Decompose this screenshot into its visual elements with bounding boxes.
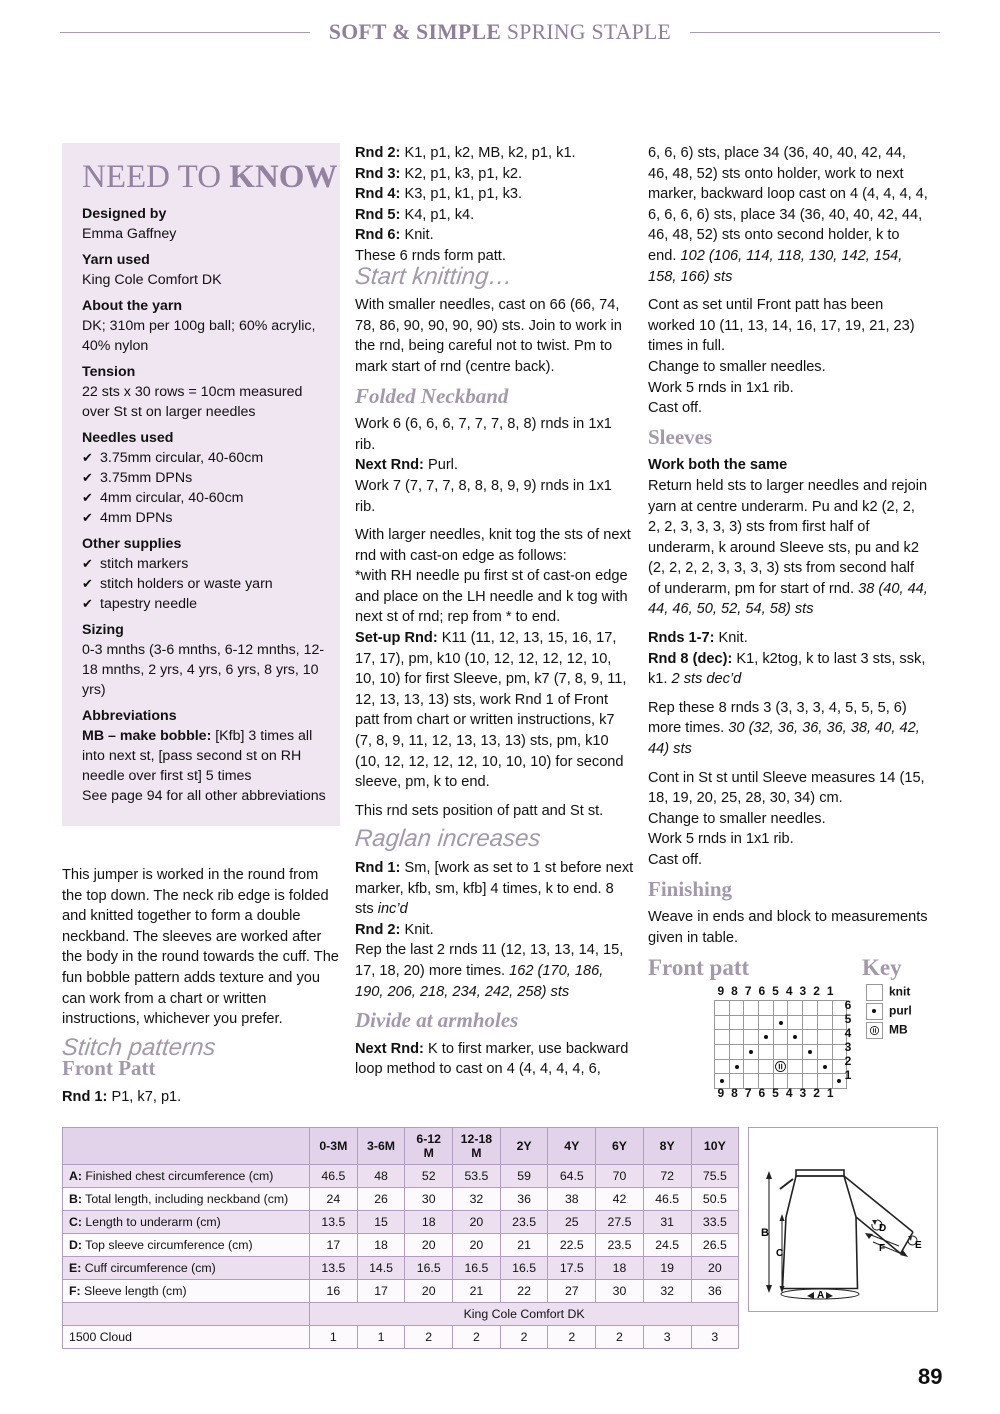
svg-text:A: A (817, 1290, 824, 1301)
svg-text:D: D (879, 1223, 886, 1234)
svg-text:B: B (761, 1227, 769, 1239)
svg-text:E: E (915, 1240, 922, 1251)
svg-text:C: C (776, 1248, 783, 1259)
svg-text:F: F (879, 1243, 885, 1254)
